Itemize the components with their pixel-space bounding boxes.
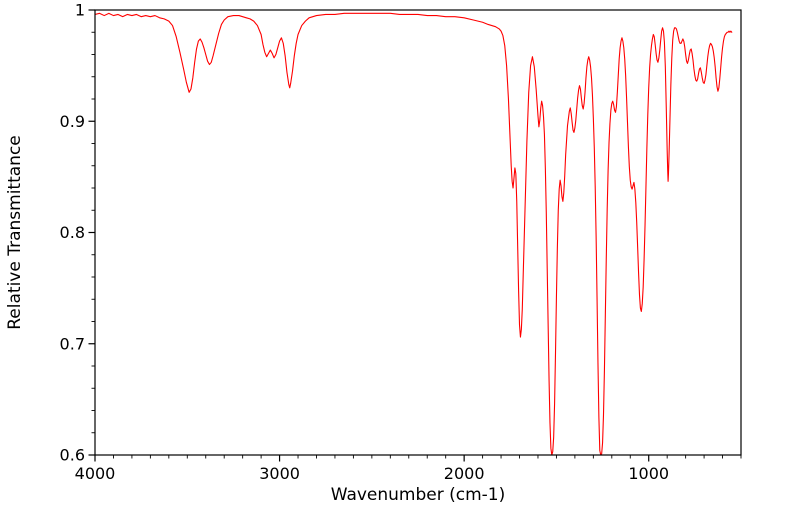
y-axis-label: Relative Transmittance — [5, 135, 25, 330]
x-tick-label: 2000 — [444, 464, 485, 483]
y-tick-label: 0.9 — [60, 112, 85, 131]
plot-frame — [94, 9, 742, 456]
x-tick-label: 3000 — [259, 464, 300, 483]
spectrum-line — [95, 12, 733, 455]
x-tick-label: 1000 — [628, 464, 669, 483]
y-tick-label: 1 — [75, 1, 85, 20]
axis-tick-labels: 4000 3000 2000 1000 0.6 0.7 0.8 0.9 1 — [60, 1, 670, 484]
x-axis-label: Wavenumber (cm-1) — [331, 485, 506, 505]
y-tick-label: 0.8 — [60, 223, 85, 242]
y-tick-label: 0.7 — [60, 334, 85, 353]
axis-ticks — [88, 9, 742, 462]
x-tick-label: 4000 — [75, 464, 116, 483]
y-tick-label: 0.6 — [60, 446, 85, 465]
